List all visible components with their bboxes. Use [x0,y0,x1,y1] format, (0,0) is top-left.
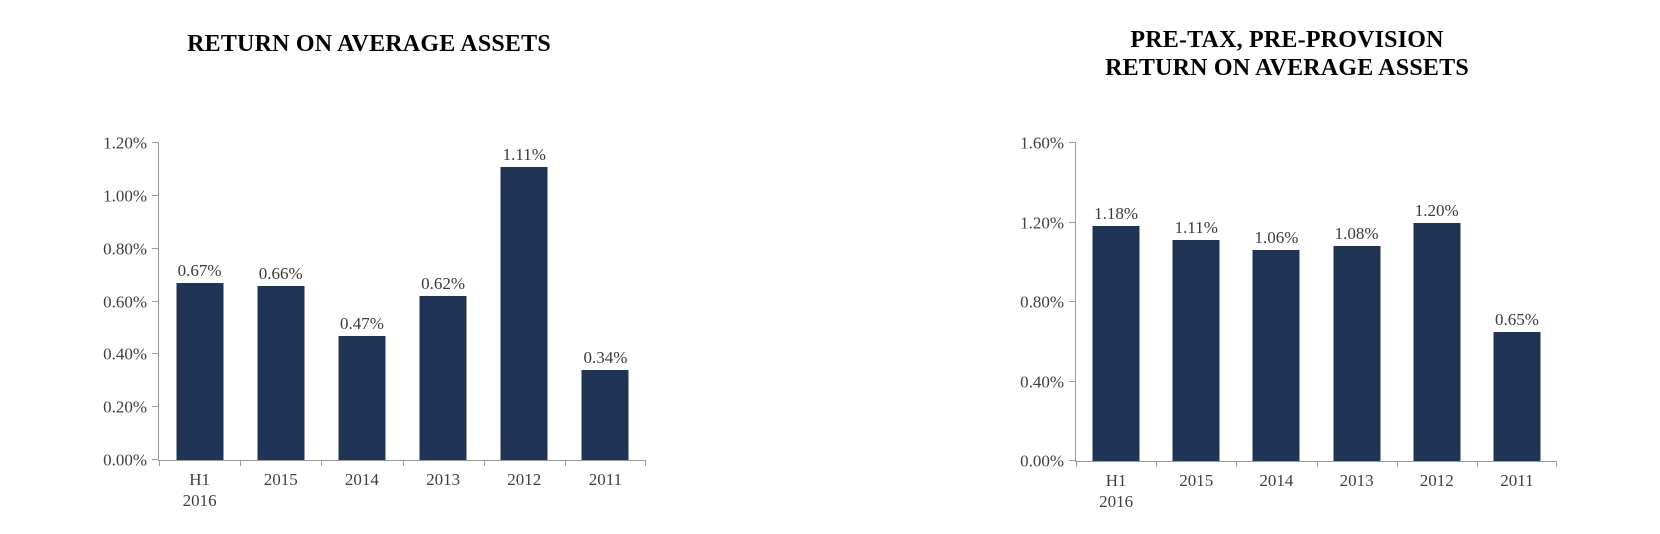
bar [176,283,224,460]
x-axis-tick [1236,461,1238,467]
x-axis-tick [1396,461,1398,467]
bar-slot: 0.65% 2011 [1477,143,1557,490]
x-axis-tick [564,460,566,466]
bar-slot: 0.67% H1 2016 [159,143,240,510]
y-axis-tick [152,194,159,196]
bar-slot: 0.62% 2013 [403,143,484,489]
x-axis-tick [1156,461,1158,467]
y-tick-label: 0.00% [103,450,147,470]
x-axis-tick [1316,461,1318,467]
bar-value-label: 1.08% [1334,224,1379,244]
y-axis-tick [152,353,159,355]
x-axis-tick [483,460,485,466]
bar [1493,331,1541,461]
bar [500,166,548,460]
bar-value-label: 1.20% [1414,200,1459,220]
bar-value-label: 1.06% [1254,228,1299,248]
x-axis-tick [159,460,160,466]
plot-return-on-average-assets: 0.00% 0.20% 0.40% 0.60% 0.80% 1.00% 1.20% 0.67%… [103,134,646,510]
bar-value-label: 1.11% [502,144,546,164]
x-tick-label: 2015 [263,470,298,489]
x-tick-label: 2014 [1259,471,1294,490]
x-tick-label: 2012 [507,470,542,489]
bar-value-label: 1.11% [1174,218,1218,238]
bar-slot: 0.34% 2011 [565,143,646,489]
x-tick-label: 2011 [1500,471,1534,490]
y-axis-tick [1069,301,1076,302]
bar [1413,222,1461,461]
x-tick-label: 2011 [588,470,623,489]
y-axis-tick [152,300,159,302]
x-axis-tick [1556,461,1557,467]
x-tick-label: 2014 [344,470,379,489]
bar-slot: 1.08% 2013 [1317,143,1397,490]
x-axis-tick [645,460,646,466]
bar-slot: 1.18% H1 2016 [1076,143,1156,511]
y-tick-label: 0.80% [1020,292,1064,312]
bar-slot: 1.11% 2015 [1156,143,1236,490]
x-axis-tick [402,460,404,466]
bar [419,296,467,460]
x-tick-label: 2013 [426,470,461,489]
x-tick-label: 2015 [1179,471,1214,490]
y-tick-label: 1.60% [1020,133,1064,153]
y-tick-label: 0.60% [103,292,147,311]
bar [1172,240,1220,461]
bar-value-label: 1.18% [1094,204,1139,224]
bar [338,335,386,460]
y-tick-label: 1.20% [1020,213,1064,232]
bar-value-label: 0.65% [1494,309,1539,329]
y-axis-tick [152,247,159,249]
bar-slot: 0.47% 2014 [321,143,402,489]
y-tick-label: 0.20% [103,397,147,417]
plot-pretax-preprovision-roaa: 0.00% 0.40% 0.80% 1.20% 1.60% 1.18% H1 2016 1.1… [1020,134,1557,511]
bar [1333,246,1381,461]
bar [1092,226,1140,461]
x-axis-tick [1476,461,1478,467]
x-axis-tick [1076,461,1077,467]
bar-slot: 1.20% 2012 [1397,143,1477,490]
chart-title-return-on-average-assets: RETURN ON AVERAGE ASSETS [187,31,551,57]
bar [1252,250,1300,461]
x-tick-label: 2013 [1339,471,1374,490]
y-axis-tick [1069,460,1076,461]
y-tick-label: 0.40% [1020,372,1064,391]
bar-slot: 1.06% 2014 [1236,143,1316,490]
y-axis-tick [1069,221,1076,223]
bar [257,285,305,460]
bar-slot: 0.66% 2015 [240,143,321,489]
y-axis-tick [152,459,159,460]
bar-value-label: 0.62% [421,274,466,294]
y-axis-tick [1069,380,1076,382]
x-tick-label: 2012 [1419,471,1454,490]
bar-slot: 1.11% 2012 [484,143,565,489]
x-tick-label: H1 2016 [1099,471,1134,511]
x-axis-tick [321,460,323,466]
bar-value-label: 0.66% [258,263,303,283]
y-axis-tick [1069,142,1076,143]
y-tick-label: 0.40% [103,344,147,364]
chart-title-pretax-preprovision-roaa: PRE-TAX, PRE-PROVISION RETURN ON AVERAGE… [1105,27,1469,81]
x-axis-tick [240,460,242,466]
bar-value-label: 0.67% [177,261,222,281]
bar-value-label: 0.34% [583,348,628,368]
y-tick-label: 0.00% [1020,451,1064,471]
y-tick-label: 1.00% [103,186,147,206]
x-tick-label: H1 2016 [182,470,217,510]
y-axis-tick [152,142,159,143]
y-tick-label: 0.80% [103,239,147,259]
bar-value-label: 0.47% [339,313,384,333]
bar [581,370,629,460]
y-tick-label: 1.20% [103,133,147,153]
y-axis-tick [152,406,159,408]
